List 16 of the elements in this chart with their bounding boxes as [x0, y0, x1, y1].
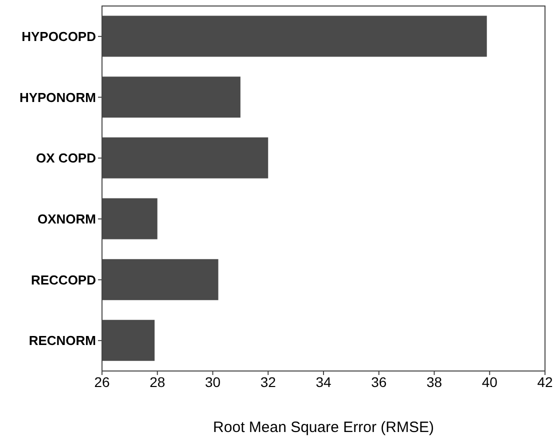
y-tick-label: OXNORM: [38, 212, 96, 227]
y-tick-label: HYPOCOPD: [22, 29, 96, 44]
x-tick-label: 28: [150, 374, 166, 390]
y-tick-label: RECNORM: [28, 333, 96, 348]
x-tick-label: 32: [260, 374, 276, 390]
x-tick-label: 38: [426, 374, 442, 390]
x-tick-label: 36: [371, 374, 387, 390]
y-tick-label: RECCOPD: [30, 272, 96, 288]
y-tick-label: OX COPD: [36, 150, 96, 166]
x-tick-label: 42: [537, 374, 553, 390]
x-tick-label: 30: [204, 374, 221, 390]
x-tick-label: 34: [316, 374, 332, 390]
y-tick-label: HYPONORM: [19, 90, 96, 105]
x-tick-label: 40: [482, 374, 498, 390]
x-axis-title: Root Mean Square Error (RMSE): [213, 419, 434, 436]
x-tick-label: 26: [94, 374, 110, 390]
